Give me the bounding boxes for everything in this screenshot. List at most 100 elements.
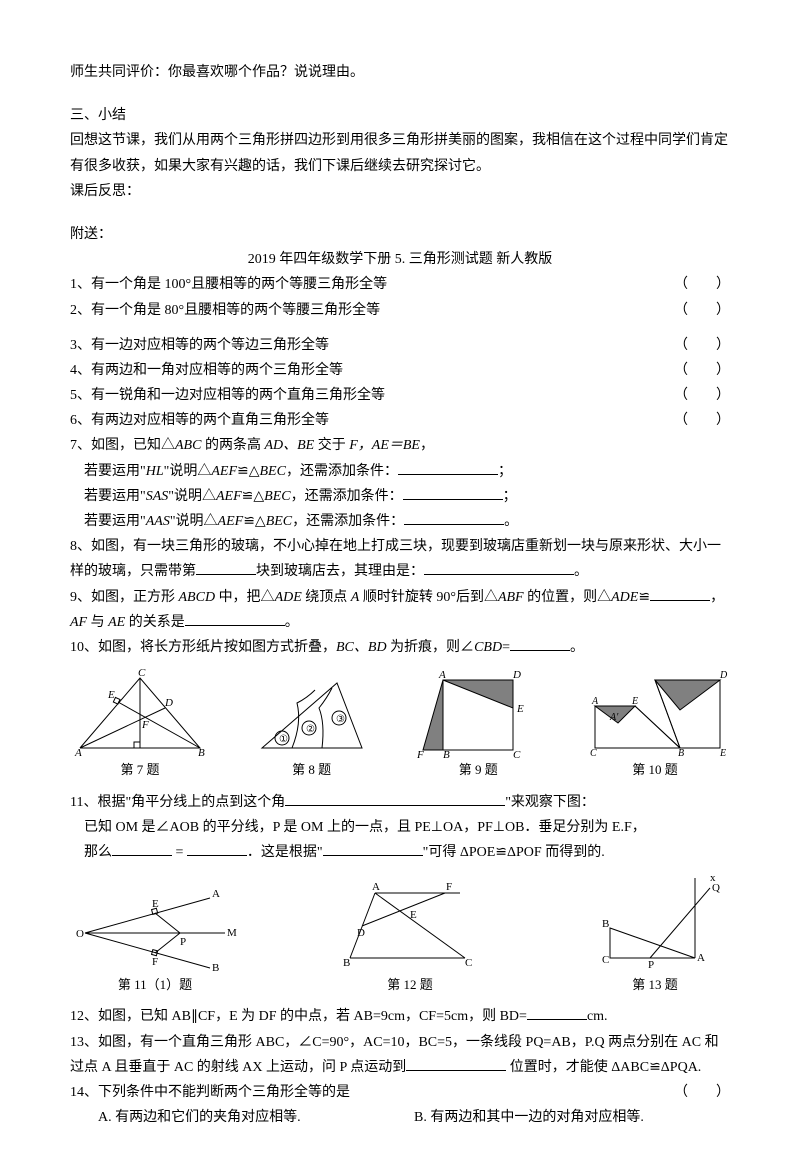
q4-text: 4、有两边和一角对应相等的两个三角形全等 [70,358,654,383]
svg-text:E: E [719,748,726,758]
q2-paren: （ ） [674,298,730,323]
svg-text:D: D [719,670,728,681]
question-7-aas: 若要运用"AAS"说明△AEF≌△BEC，还需添加条件：。 [70,509,730,534]
figures-row-1: A B C D E F 第 7 题 ① ② ③ 第 8 题 A D [70,668,730,781]
svg-text:E: E [152,898,159,910]
svg-text:F: F [141,719,149,731]
question-9: 9、如图，正方形 ABCD 中，把△ADE 绕顶点 A 顺时针旋转 90°后到△… [70,585,730,635]
svg-text:C: C [602,954,609,966]
figure-7-svg: A B C D E F [70,668,210,758]
section3-title: 三、小结 [70,103,730,128]
svg-text:F: F [152,956,158,968]
q3-paren: （ ） [674,333,730,358]
q6-text: 6、有两边对应相等的两个直角三角形全等 [70,408,654,433]
q2-text: 2、有一个角是 80°且腰相等的两个等腰三角形全等 [70,298,654,323]
figure-8: ① ② ③ 第 8 题 [247,668,377,781]
question-11-line1: 11、根据"角平分线上的点到这个角"来观察下图： [70,790,730,815]
q6-paren: （ ） [674,408,730,433]
question-3: 3、有一边对应相等的两个等边三角形全等 （ ） [70,333,730,358]
svg-text:M: M [227,927,237,939]
svg-text:A: A [74,747,82,758]
svg-text:P: P [180,936,186,948]
svg-text:D: D [512,669,521,681]
fig11-caption: 第 11（1）题 [70,973,240,996]
figure-9-svg: A D E C B F [413,668,543,758]
svg-text:B: B [443,749,450,758]
intro-line1: 师生共同评价：你最喜欢哪个作品？说说理由。 [70,60,730,85]
figures-row-2: O A B M E F P 第 11（1）题 A F B C D E 第 12 … [70,873,730,996]
svg-text:B: B [212,962,219,973]
question-11-line3: 那么 = ．这是根据""可得 ΔPOE≌ΔPOF 而得到的. [70,840,730,865]
svg-text:P: P [648,959,654,971]
question-14: 14、下列条件中不能判断两个三角形全等的是 （ ） [70,1080,730,1105]
svg-text:A′: A′ [609,712,619,723]
svg-text:O: O [76,928,84,940]
question-13: 13、如图，有一个直角三角形 ABC，∠C=90°，AC=10，BC=5，一条线… [70,1030,730,1080]
figure-9: A D E C B F 第 9 题 [413,668,543,781]
svg-text:A: A [697,952,705,964]
question-10: 10、如图，将长方形纸片按如图方式折叠，BC、BD 为折痕，则∠CBD=。 [70,635,730,660]
question-11-line2: 已知 OM 是∠AOB 的平分线，P 是 OM 上的一点，且 PE⊥OA，PF⊥… [70,815,730,840]
svg-text:A: A [372,881,380,893]
svg-text:②: ② [306,724,315,735]
attachment-label: 附送： [70,222,730,247]
svg-text:B: B [678,748,684,758]
svg-text:A: A [591,696,599,707]
reflection-label: 课后反思： [70,179,730,204]
svg-text:A: A [438,669,446,681]
figure-12: A F B C D E 第 12 题 [325,878,495,996]
svg-text:E: E [516,703,524,715]
fig7-caption: 第 7 题 [70,758,210,781]
svg-text:C: C [465,957,472,969]
question-6: 6、有两边对应相等的两个直角三角形全等 （ ） [70,408,730,433]
q4-paren: （ ） [674,358,730,383]
q14-text: 14、下列条件中不能判断两个三角形全等的是 [70,1080,654,1105]
fig10-caption: 第 10 题 [580,758,730,781]
question-1: 1、有一个角是 100°且腰相等的两个等腰三角形全等 （ ） [70,272,730,297]
svg-text:E: E [631,696,638,707]
summary-text: 回想这节课，我们从用两个三角形拼四边形到用很多三角形拼美丽的图案，我相信在这个过… [70,128,730,178]
fig12-caption: 第 12 题 [325,973,495,996]
question-12: 12、如图，已知 AB∥CF，E 为 DF 的中点，若 AB=9cm，CF=5c… [70,1004,730,1029]
question-14-options: A. 有两边和它们的夹角对应相等. B. 有两边和其中一边的对角对应相等. [70,1105,730,1130]
figure-8-svg: ① ② ③ [247,668,377,758]
figure-12-svg: A F B C D E [325,878,495,973]
question-7-sas: 若要运用"SAS"说明△AEF≌△BEC，还需添加条件：； [70,484,730,509]
fig13-caption: 第 13 题 [580,973,730,996]
q14-opt-a: A. 有两边和它们的夹角对应相等. [98,1105,414,1130]
svg-text:E: E [107,689,115,701]
svg-text:D: D [164,697,173,709]
svg-text:B: B [198,747,205,758]
svg-text:F: F [416,749,424,758]
q1-paren: （ ） [674,272,730,297]
question-8: 8、如图，有一块三角形的玻璃，不小心掉在地上打成三块，现要到玻璃店重新划一块与原… [70,534,730,584]
svg-text:C: C [513,749,521,758]
figure-11: O A B M E F P 第 11（1）题 [70,883,240,996]
svg-text:E: E [410,909,417,921]
svg-text:A: A [212,888,220,900]
q1-text: 1、有一个角是 100°且腰相等的两个等腰三角形全等 [70,272,654,297]
figure-13-svg: A B C P Q x [580,873,730,973]
q5-text: 5、有一锐角和一边对应相等的两个直角三角形全等 [70,383,654,408]
question-5: 5、有一锐角和一边对应相等的两个直角三角形全等 （ ） [70,383,730,408]
q14-opt-b: B. 有两边和其中一边的对角对应相等. [414,1105,730,1130]
figure-13: A B C P Q x 第 13 题 [580,873,730,996]
svg-text:B: B [343,957,350,969]
fig9-caption: 第 9 题 [413,758,543,781]
svg-text:C: C [590,748,597,758]
svg-text:x: x [710,873,716,884]
figure-7: A B C D E F 第 7 题 [70,668,210,781]
svg-text:C: C [138,668,146,679]
figure-10: A E C B E D A′ 第 10 题 [580,668,730,781]
svg-text:①: ① [279,734,288,745]
q5-paren: （ ） [674,383,730,408]
question-4: 4、有两边和一角对应相等的两个三角形全等 （ ） [70,358,730,383]
svg-text:③: ③ [336,714,345,725]
figure-10-svg: A E C B E D A′ [580,668,730,758]
q3-text: 3、有一边对应相等的两个等边三角形全等 [70,333,654,358]
svg-text:F: F [446,881,452,893]
svg-text:B: B [602,918,609,930]
question-2: 2、有一个角是 80°且腰相等的两个等腰三角形全等 （ ） [70,298,730,323]
question-7-line1: 7、如图，已知△ABC 的两条高 AD、BE 交于 F，AE＝BE， [70,433,730,458]
q14-paren: （ ） [674,1080,730,1105]
